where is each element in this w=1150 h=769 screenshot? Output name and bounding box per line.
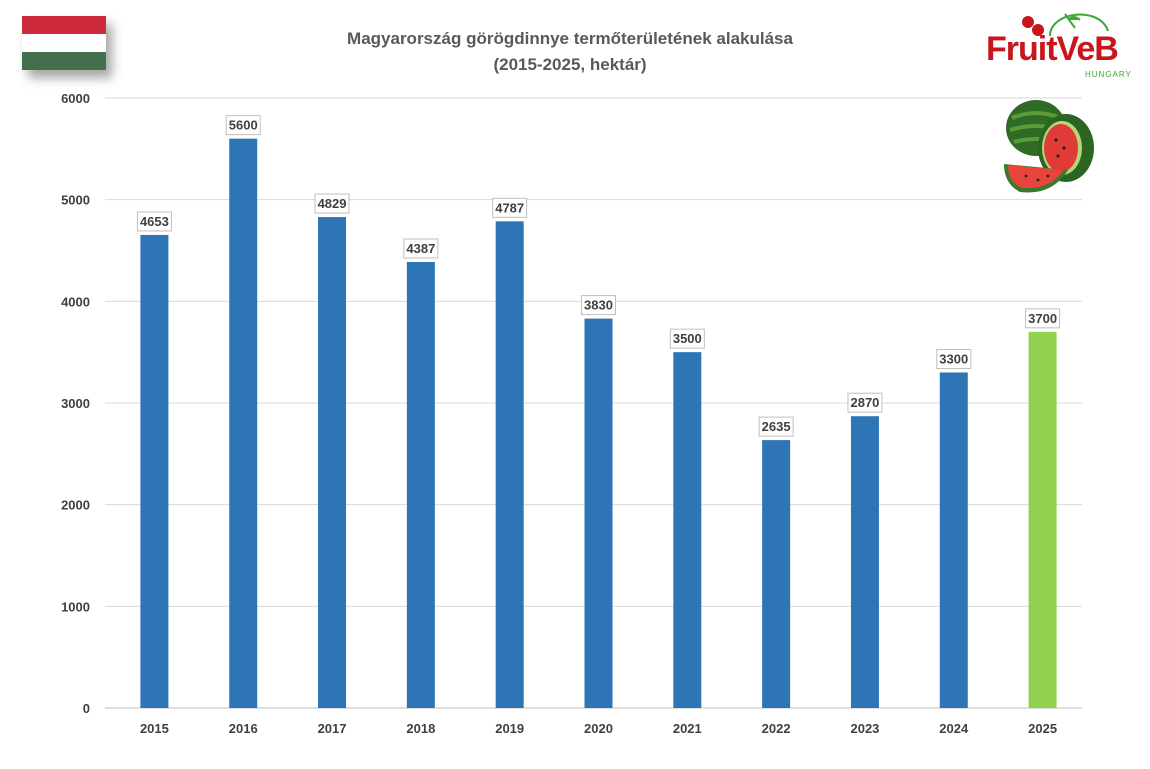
data-label-box (669, 328, 705, 349)
y-tick-label: 5000 (61, 193, 90, 208)
y-tick-label: 6000 (61, 91, 90, 106)
data-label-box (1025, 308, 1061, 329)
data-label-box (581, 295, 616, 316)
logo-subtext: HUNGARY (1085, 70, 1132, 79)
y-axis-ticks: 0 1000 2000 3000 4000 5000 6000 (61, 91, 90, 716)
data-label-box (136, 211, 172, 232)
x-tick-label-2022: 2022 (762, 721, 791, 736)
chart-title-line1: Magyarország görögdinnye termőterületéne… (347, 29, 793, 48)
bar-2023 (850, 416, 879, 708)
chart-title-line2: (2015-2025, hektár) (493, 55, 647, 74)
bar-2024 (939, 372, 968, 708)
x-tick-label-2019: 2019 (495, 721, 524, 736)
x-tick-label-2021: 2021 (673, 721, 702, 736)
y-tick-label: 1000 (61, 599, 90, 614)
bar-2017 (318, 217, 347, 708)
bar-2016 (229, 138, 258, 708)
logo-graphic (1022, 13, 1109, 37)
watermelon-image (1000, 98, 1095, 203)
flag-stripe-red (22, 16, 106, 34)
x-tick-label-2025: 2025 (1028, 721, 1057, 736)
data-label-box (492, 197, 528, 218)
x-tick-label-2018: 2018 (406, 721, 435, 736)
flag-stripe-white (22, 34, 106, 52)
x-tick-label-2020: 2020 (584, 721, 613, 736)
bar-2022 (762, 440, 791, 708)
data-label-box (403, 238, 439, 259)
y-tick-label: 0 (83, 701, 90, 716)
data-label-box (314, 193, 350, 214)
logo-text: FruitVeB (986, 30, 1119, 68)
bar-2021 (673, 352, 702, 708)
data-label-box (225, 115, 261, 136)
x-tick-label-2024: 2024 (939, 721, 969, 736)
x-tick-label-2017: 2017 (318, 721, 347, 736)
data-label-2020: 3830 (584, 298, 613, 313)
bar-2015 (140, 234, 169, 708)
data-label-2022: 2635 (762, 419, 791, 434)
data-label-2021: 3500 (673, 331, 702, 346)
data-label-2024: 3300 (939, 352, 968, 367)
flag-stripe-green (22, 52, 106, 70)
y-tick-label: 2000 (61, 498, 90, 513)
data-label-2018: 4387 (406, 241, 435, 256)
data-label-2015: 4653 (140, 214, 169, 229)
x-tick-label-2016: 2016 (229, 721, 258, 736)
bar-2025 (1028, 331, 1057, 708)
watermelon-icon (1004, 100, 1094, 193)
fruitveb-logo: FruitVeB HUNGARY (980, 6, 1140, 88)
x-tick-label-2015: 2015 (140, 721, 169, 736)
data-label-box (758, 416, 794, 437)
data-label-2025: 3700 (1028, 311, 1057, 326)
x-axis-ticks: 2015 2016 2017 2018 2019 2020 2021 2022 2023 2024… (140, 721, 1057, 736)
data-label-2019: 4787 (495, 200, 524, 215)
bar-2018 (406, 261, 435, 708)
data-label-2017: 4829 (318, 196, 347, 211)
hungary-flag (22, 16, 106, 70)
x-tick-label-2023: 2023 (850, 721, 879, 736)
bar-2020 (584, 318, 613, 708)
data-label-2023: 2870 (850, 395, 879, 410)
data-label-2016: 5600 (229, 118, 258, 133)
bar-2019 (495, 221, 524, 709)
data-labels: 4653 5600 4829 4387 4787 3830 3500 2635 2870 3300… (136, 115, 1061, 437)
chart-title: Magyarország görögdinnye termőterületéne… (250, 26, 890, 78)
data-label-box (847, 392, 883, 413)
bars (140, 138, 1057, 709)
y-tick-label: 3000 (61, 396, 90, 411)
data-label-box (936, 349, 972, 369)
y-tick-label: 4000 (61, 294, 90, 309)
